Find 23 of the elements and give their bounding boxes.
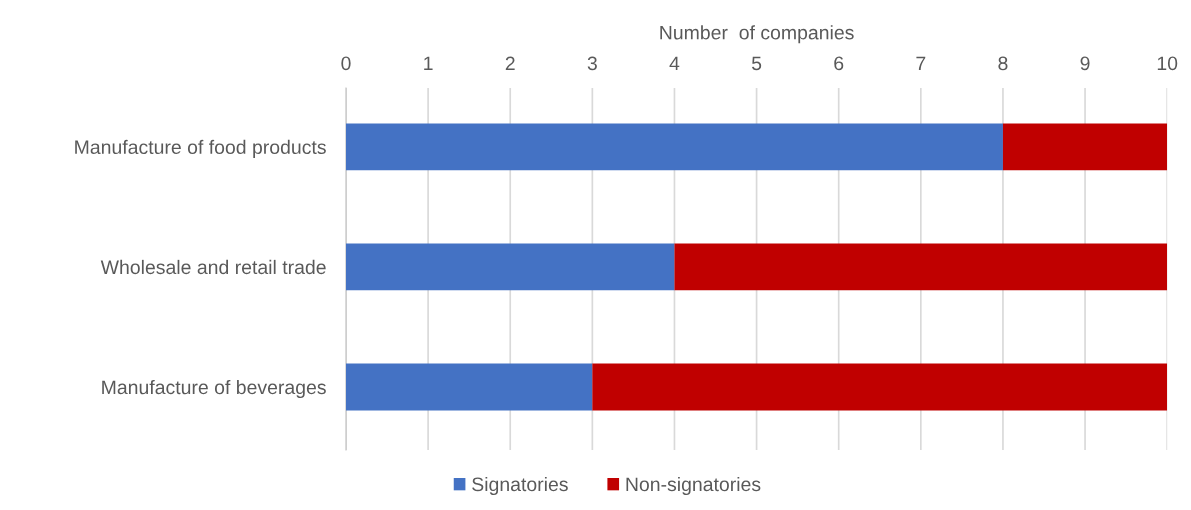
- bar: [345, 123, 1003, 171]
- x-tick-label: 10: [1157, 56, 1178, 71]
- y-tick-label: Manufacture of beverages: [102, 379, 326, 399]
- x-tick-label: 6: [834, 56, 844, 71]
- legend-label: Signatories: [472, 476, 568, 496]
- x-tick-label: 0: [341, 56, 351, 71]
- legend-label: Non-signatories: [626, 476, 761, 496]
- x-tick-label: 5: [751, 56, 762, 71]
- bar: [345, 243, 675, 291]
- bar: [592, 363, 1168, 411]
- x-tick-label: 4: [669, 56, 680, 71]
- y-tick-label: Manufacture of food products: [75, 139, 326, 158]
- y-tick-label: Wholesale and retail trade: [100, 259, 326, 275]
- x-tick-label: 2: [505, 56, 515, 71]
- x-axis-title: Number of companies: [660, 25, 854, 44]
- x-tick-label: 1: [424, 56, 433, 71]
- x-tick-label: 9: [1080, 56, 1090, 71]
- bar: [1002, 123, 1168, 171]
- x-tick-label: 8: [998, 56, 1008, 71]
- x-tick-label: 3: [587, 56, 597, 71]
- bar: [674, 243, 1168, 291]
- x-tick-label: 7: [916, 56, 926, 71]
- bar: [345, 363, 593, 411]
